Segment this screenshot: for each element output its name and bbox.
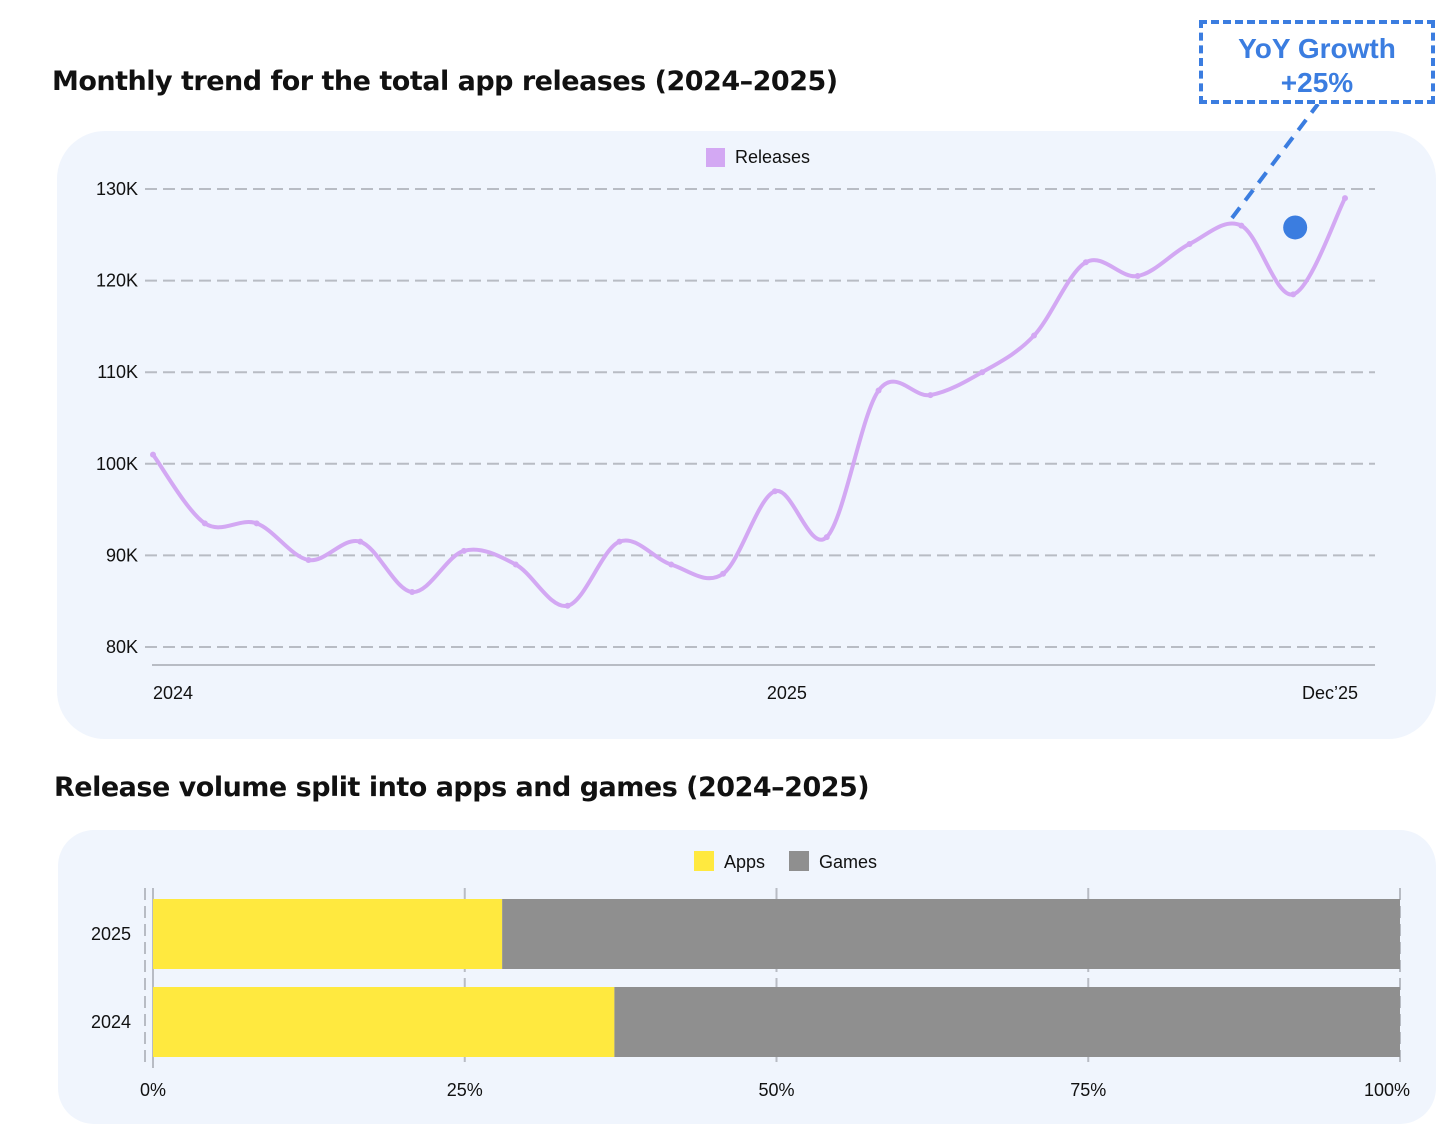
legend-swatch-apps [694,851,714,871]
y-tick-label: 90K [106,545,138,565]
data-point-releases [1031,332,1038,339]
chart-title-releases-trend: Monthly trend for the total app releases… [52,66,838,97]
data-point-releases [512,561,519,568]
x-tick-label: 2024 [153,683,193,703]
data-point-releases [1238,222,1245,229]
x-tick-label: Dec’25 [1302,683,1358,703]
annotation-point [1283,215,1308,240]
data-point-releases [201,520,208,527]
x-tick-label-percent: 75% [1070,1080,1106,1100]
data-point-releases [150,451,156,458]
legend-label-releases: Releases [735,147,810,167]
category-label: 2024 [91,1012,131,1032]
y-tick-label: 120K [96,271,138,291]
legend-label-games: Games [819,852,877,872]
data-point-releases [460,547,467,554]
x-tick-label-percent: 50% [758,1080,794,1100]
annotation-line-2: +25% [1280,67,1354,98]
data-point-releases [927,392,934,399]
data-point-releases [668,561,675,568]
data-point-releases [409,589,416,596]
data-point-releases [1082,259,1089,266]
bar-games-2024 [614,987,1400,1057]
data-point-releases [253,520,260,527]
annotation-yoy-growth: YoY Growth +25% [1199,20,1435,104]
bar-apps-2024 [153,987,615,1057]
annotation-leader-line [1230,102,1320,220]
y-tick-label: 100K [96,454,138,474]
data-point-releases [771,488,778,495]
data-point-releases [823,534,830,541]
x-tick-label-percent: 0% [140,1080,166,1100]
data-point-releases [1290,291,1297,298]
data-point-releases [357,538,364,545]
legend-label-apps: Apps [724,852,765,872]
annotation-line-1: YoY Growth [1238,33,1396,64]
y-tick-label: 130K [96,179,138,199]
category-label: 2025 [91,924,131,944]
data-point-releases [1186,240,1193,247]
x-tick-label-percent: 100% [1364,1080,1410,1100]
data-point-releases [875,387,882,394]
legend-swatch-games [789,851,809,871]
chart-panel-release-split [58,830,1436,1124]
data-point-releases [564,602,571,609]
bar-games-2025 [502,899,1400,969]
chart-title-release-split: Release volume split into apps and games… [54,772,870,803]
data-point-releases [720,570,727,577]
series-line-releases [151,196,1347,608]
bar-apps-2025 [153,899,503,969]
data-point-releases [305,556,312,563]
y-tick-label: 110K [97,362,138,382]
legend-swatch-releases [706,148,725,167]
data-point-releases [979,369,986,376]
data-point-releases [1134,273,1141,280]
data-point-releases [616,538,623,545]
data-point-releases [1342,195,1348,202]
x-tick-label: 2025 [767,683,807,703]
x-tick-label-percent: 25% [447,1080,483,1100]
y-tick-label: 80K [106,637,138,657]
